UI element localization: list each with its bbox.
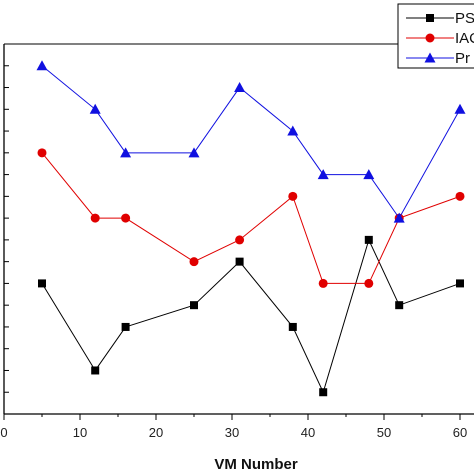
series-PS xyxy=(38,235,464,397)
point-Pr-8 xyxy=(393,212,405,223)
series-line-IAC xyxy=(41,152,461,284)
point-Pr-3 xyxy=(188,147,200,158)
legend-label-PS: PS xyxy=(455,10,474,27)
point-PS-9 xyxy=(456,279,464,288)
point-Pr-6 xyxy=(317,169,329,180)
point-PS-7 xyxy=(364,235,373,244)
x-tick-label-50: 50 xyxy=(377,425,391,440)
legend-label-Pr: Pr xyxy=(455,50,470,67)
x-tick-label-20: 20 xyxy=(149,425,163,440)
point-Pr-2 xyxy=(120,147,132,158)
x-axis-title: VM Number xyxy=(214,456,298,473)
point-PS-5 xyxy=(288,322,297,331)
legend-label-IAC: IAC xyxy=(455,30,474,47)
point-PS-1 xyxy=(91,366,100,375)
series-line-PS xyxy=(41,238,461,394)
point-IAC-6 xyxy=(318,278,328,288)
point-Pr-5 xyxy=(287,125,299,136)
point-PS-6 xyxy=(319,388,328,397)
point-IAC-7 xyxy=(364,278,374,288)
chart-legend: PS IAC Pr xyxy=(397,3,474,69)
legend-marker-Pr xyxy=(424,52,436,63)
point-PS-4 xyxy=(235,257,244,266)
x-tick-label-0: 0 xyxy=(0,425,7,440)
point-Pr-4 xyxy=(234,82,246,93)
plot-area xyxy=(36,60,466,397)
point-IAC-9 xyxy=(455,191,465,201)
point-IAC-2 xyxy=(121,213,131,223)
point-IAC-0 xyxy=(37,148,47,158)
series-line-Pr xyxy=(41,65,461,220)
point-IAC-3 xyxy=(189,257,199,267)
point-Pr-0 xyxy=(36,60,48,71)
x-tick-label-30: 30 xyxy=(225,425,239,440)
legend-marker-IAC xyxy=(425,33,435,43)
point-PS-2 xyxy=(121,322,130,331)
chart-axes: 0 10 20 30 40 50 60 xyxy=(0,43,474,440)
point-Pr-7 xyxy=(363,169,375,180)
point-IAC-5 xyxy=(288,191,298,201)
point-PS-0 xyxy=(38,279,46,288)
x-tick-label-60: 60 xyxy=(453,425,467,440)
point-IAC-4 xyxy=(235,235,245,245)
x-tick-label-40: 40 xyxy=(301,425,315,440)
point-Pr-9 xyxy=(454,103,466,114)
point-Pr-1 xyxy=(89,103,101,114)
point-IAC-1 xyxy=(90,213,100,223)
series-Pr xyxy=(36,60,466,223)
point-PS-3 xyxy=(190,301,198,310)
point-PS-8 xyxy=(395,301,404,310)
legend-marker-PS xyxy=(426,14,434,22)
x-tick-label-10: 10 xyxy=(73,425,87,440)
legend-box xyxy=(397,3,474,69)
